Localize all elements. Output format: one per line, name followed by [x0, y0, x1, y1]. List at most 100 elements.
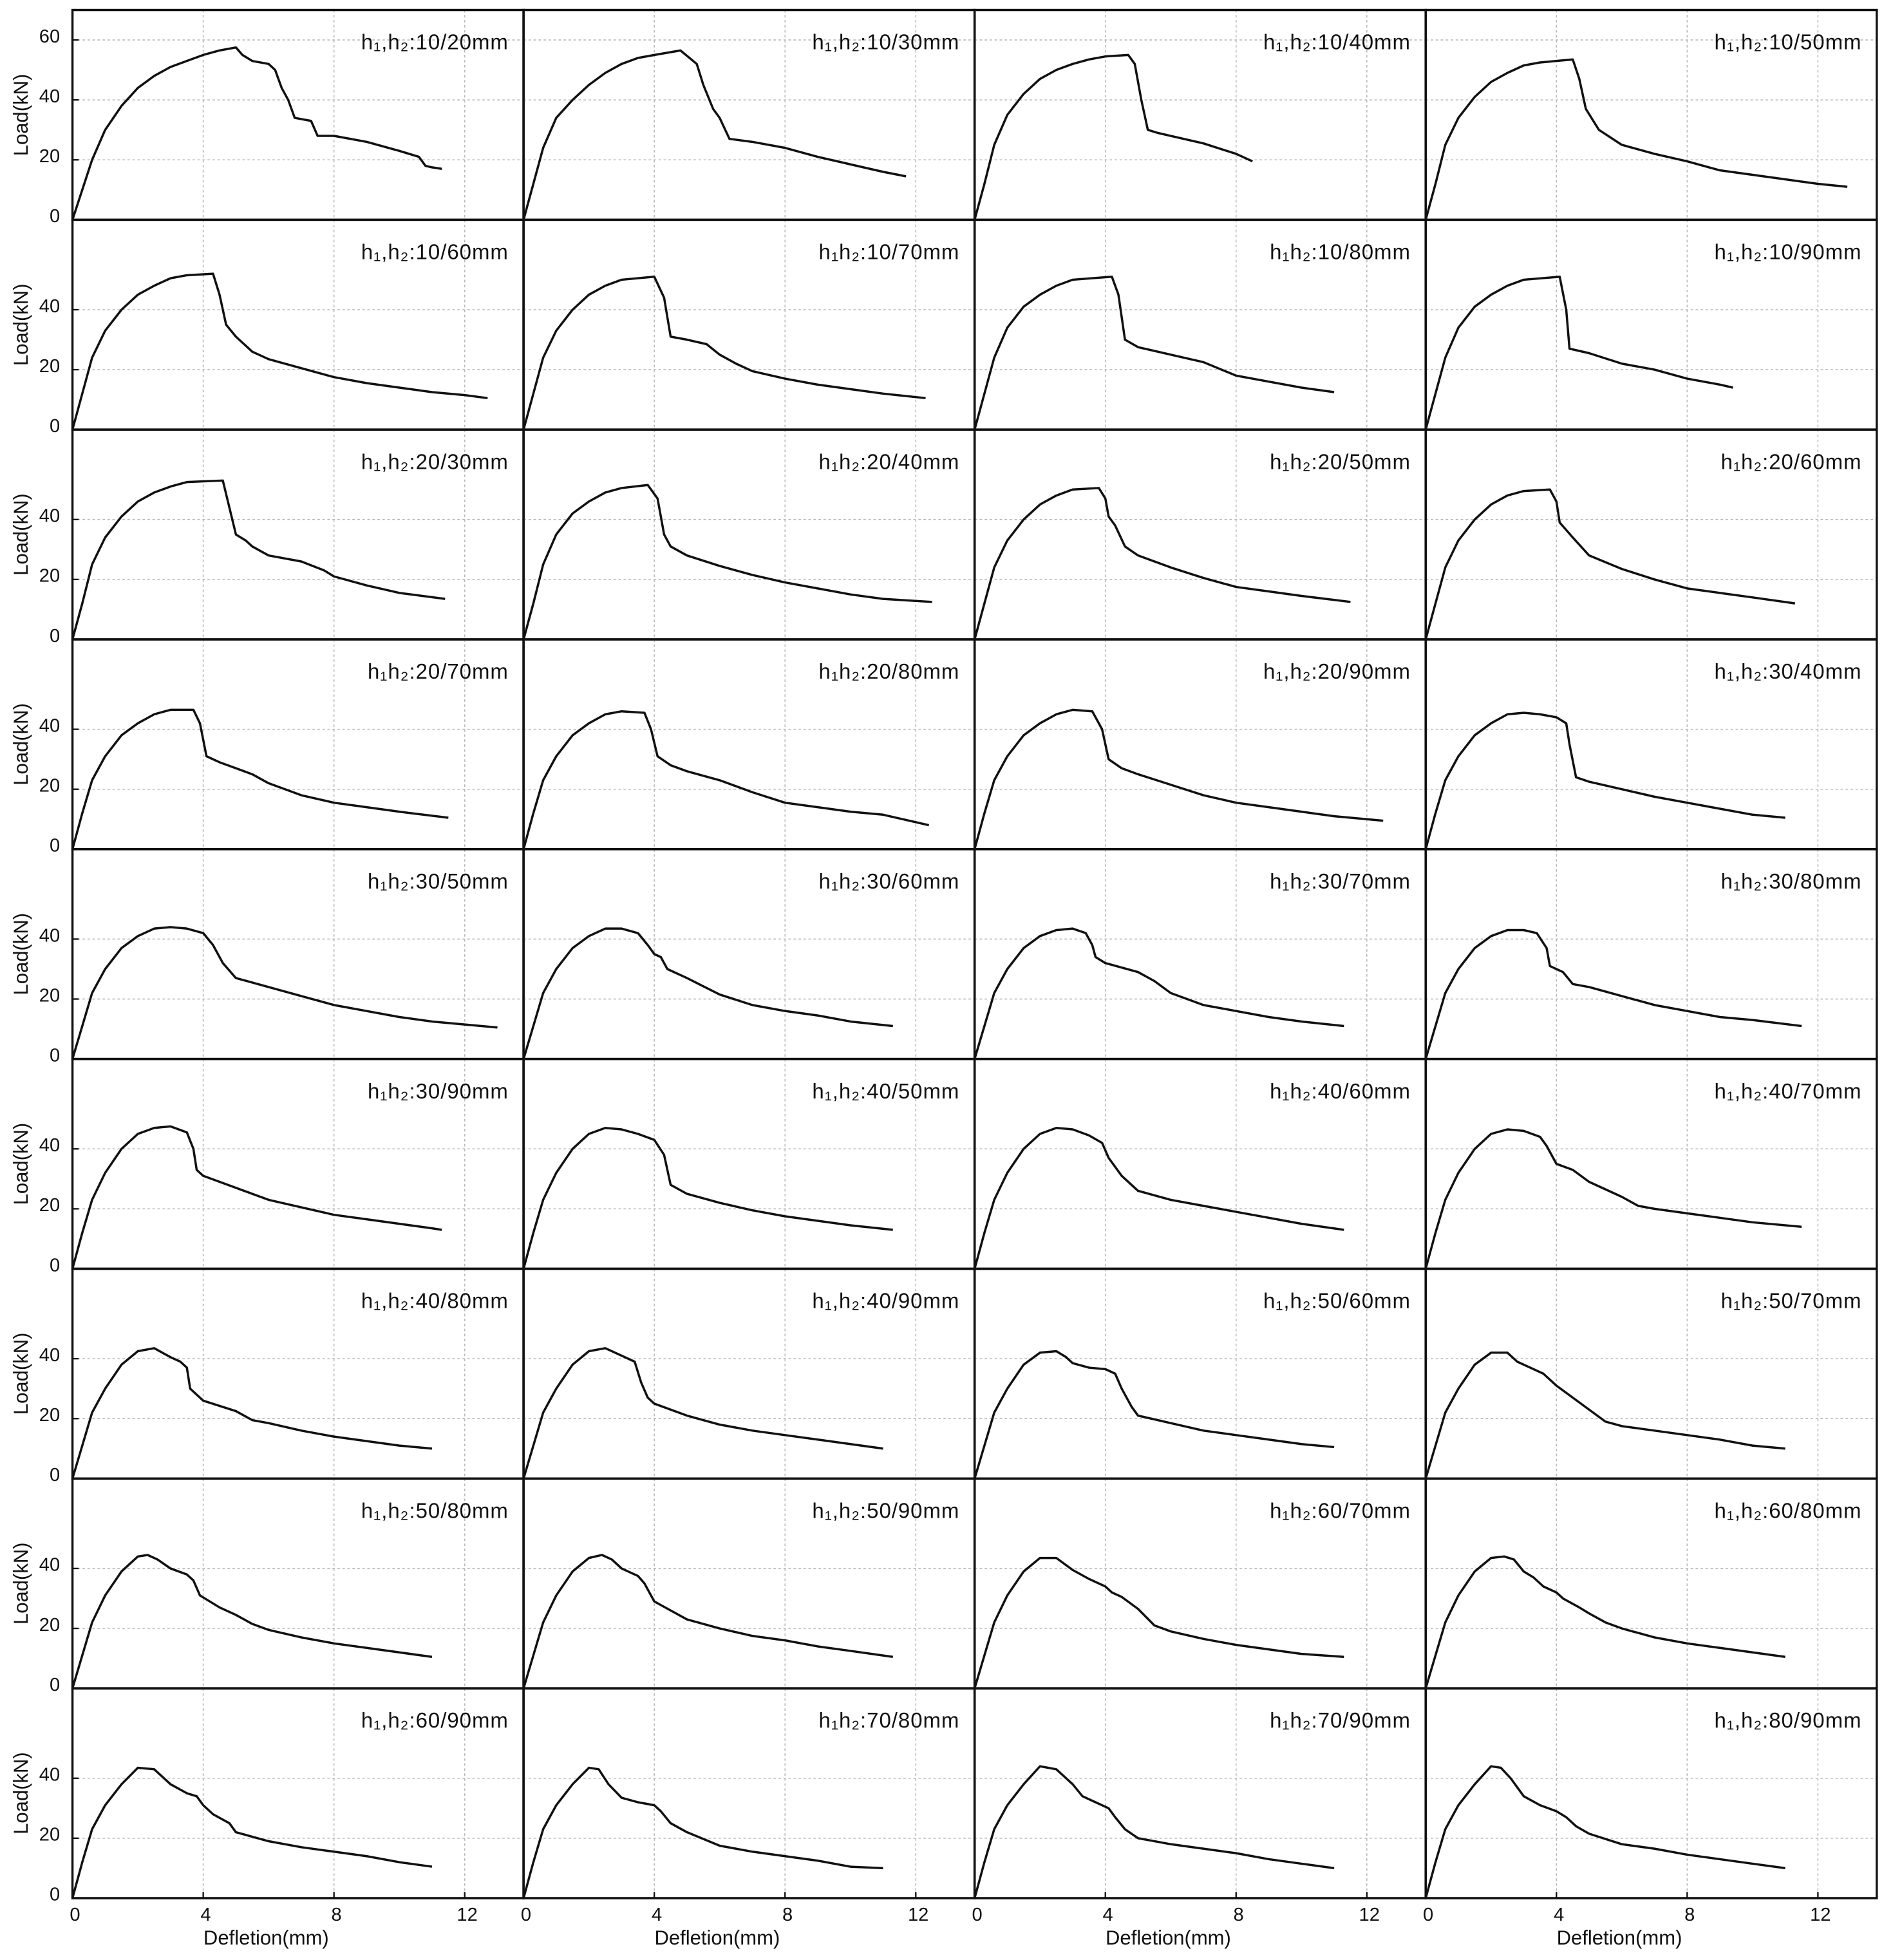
panel-annotation: h₁h₂:20/50mm	[1270, 449, 1411, 473]
panel: h₁h₂:20/60mm	[1424, 428, 1878, 641]
y-tick-label: 40	[39, 1555, 60, 1576]
y-tick-label: 40	[39, 86, 60, 107]
y-tick-label: 20	[39, 985, 60, 1006]
x-tick-label: 0	[521, 1905, 531, 1925]
y-axis-label: Load(kN)	[10, 283, 32, 366]
load-curve	[522, 276, 926, 430]
panel-annotation: h₁h₂:30/60mm	[819, 869, 960, 893]
y-tick-label: 0	[50, 1885, 60, 1905]
load-curve	[71, 272, 488, 430]
panel-annotation: h₁h₂:40/60mm	[1270, 1079, 1411, 1103]
panel: h₁h₂:30/60mm	[522, 848, 976, 1060]
panel-annotation: h₁h₂:20/80mm	[819, 659, 960, 683]
y-tick-label: 20	[39, 1615, 60, 1635]
panel-annotation: h₁h₂:30/50mm	[368, 869, 509, 893]
load-curve	[973, 1556, 1344, 1689]
load-curve	[973, 1126, 1344, 1269]
x-tick-label: 12	[457, 1905, 477, 1925]
x-axis-label: Defletion(mm)	[1557, 1927, 1682, 1949]
panel-annotation: h₁,h₂:60/90mm	[361, 1708, 509, 1732]
panel: h₁h₂:30/70mm	[973, 848, 1427, 1060]
load-curve	[71, 1347, 433, 1479]
panel-annotation: h₁,h₂:20/90mm	[1263, 659, 1411, 683]
panel-annotation: h₁,h₂:50/80mm	[361, 1498, 509, 1522]
x-tick-label: 12	[1359, 1905, 1380, 1925]
panel-annotation: h₁h₂:10/80mm	[1270, 240, 1411, 263]
panel: h₁h₂:20/80mm	[522, 638, 976, 851]
panel: h₁h₂:50/70mm	[1424, 1267, 1878, 1480]
panel: h₁h₂:40/60mm	[973, 1057, 1427, 1270]
load-curve	[1424, 711, 1785, 850]
panel: h₁h₂:20/50mm	[973, 428, 1427, 641]
panel: h₁,h₂:40/90mm	[522, 1267, 976, 1480]
load-curve	[1424, 1352, 1785, 1479]
x-axis-label: Defletion(mm)	[1106, 1927, 1231, 1949]
panel-annotation: h₁,h₂:10/50mm	[1715, 30, 1862, 54]
load-curve	[1424, 488, 1796, 640]
y-tick-label: 0	[50, 206, 60, 227]
load-curve	[71, 926, 498, 1060]
panel: h₁,h₂:10/60mm 0 20 40 Load(kN)	[10, 218, 525, 437]
y-tick-label: 0	[50, 1675, 60, 1695]
load-curve	[71, 1554, 433, 1689]
load-curve	[71, 1766, 433, 1899]
y-tick-label: 20	[39, 566, 60, 587]
panel: h₁,h₂:60/90mm 0 20 40 Load(kN) 0 4 8 12 Defletion…	[10, 1687, 525, 1949]
panel: h₁h₂:70/80mm 0 4 8 12 Defletion(mm)	[521, 1687, 976, 1949]
x-axis-label: Defletion(mm)	[654, 1927, 780, 1949]
panel: h₁,h₂:10/90mm	[1424, 218, 1878, 431]
panel-annotation: h₁,h₂:40/90mm	[812, 1289, 959, 1313]
y-tick-label: 20	[39, 356, 60, 377]
load-curve	[1424, 1555, 1785, 1689]
load-curve	[973, 487, 1351, 640]
load-curve	[973, 53, 1253, 220]
y-tick-label: 40	[39, 1765, 60, 1786]
x-tick-label: 8	[1234, 1905, 1244, 1925]
load-curve	[522, 927, 893, 1060]
load-curve	[973, 927, 1344, 1060]
x-tick-label: 4	[200, 1905, 211, 1925]
y-axis-label: Load(kN)	[10, 1123, 32, 1205]
load-curve	[522, 49, 907, 220]
y-tick-label: 20	[39, 1195, 60, 1216]
panel-annotation: h₁,h₂:10/40mm	[1263, 30, 1411, 54]
panel: h₁h₂:10/70mm	[522, 218, 976, 431]
x-tick-label: 4	[1103, 1905, 1113, 1925]
panel: h₁,h₂:80/90mm 0 4 8 12 Defletion(mm)	[1423, 1687, 1878, 1949]
panel-annotation: h₁,h₂:80/90mm	[1715, 1708, 1862, 1732]
panel-annotation: h₁,h₂:10/90mm	[1715, 240, 1862, 263]
y-tick-label: 0	[50, 416, 60, 437]
panel: h₁,h₂:10/30mm	[522, 8, 976, 221]
panel: h₁,h₂:20/90mm	[973, 638, 1427, 851]
panel: h₁h₂:20/70mm 0 20 40 Load(kN)	[10, 638, 525, 856]
y-tick-label: 40	[39, 506, 60, 527]
panel: h₁,h₂:20/30mm 0 20 40 Load(kN)	[10, 428, 525, 646]
load-curve	[522, 1554, 893, 1689]
panel: h₁,h₂:50/90mm	[522, 1477, 976, 1690]
y-tick-label: 0	[50, 1465, 60, 1485]
panel-annotation: h₁h₂:50/70mm	[1721, 1289, 1862, 1313]
y-axis-label: Load(kN)	[10, 1333, 32, 1415]
panel-annotation: h₁h₂:20/60mm	[1721, 449, 1862, 473]
panel-annotation: h₁,h₂:30/40mm	[1715, 659, 1862, 683]
panel-annotation: h₁h₂:30/80mm	[1721, 869, 1862, 893]
panel-annotation: h₁h₂:70/90mm	[1270, 1708, 1411, 1732]
load-curve	[522, 1766, 883, 1899]
panel-annotation: h₁h₂:20/70mm	[368, 659, 509, 683]
y-axis-label: Load(kN)	[10, 1542, 32, 1625]
panel-annotation: h₁,h₂:10/30mm	[812, 30, 959, 54]
y-tick-label: 0	[50, 836, 60, 856]
panel: h₁,h₂:10/20mm 0 20 40 60 Load(kN)	[10, 8, 525, 227]
load-curve	[1424, 928, 1802, 1060]
panel-annotation: h₁,h₂:50/90mm	[812, 1498, 959, 1522]
y-axis-label: Load(kN)	[10, 1752, 32, 1834]
x-tick-label: 0	[972, 1905, 982, 1925]
x-tick-label: 4	[1554, 1905, 1564, 1925]
y-tick-label: 0	[50, 626, 60, 646]
load-curve	[973, 1765, 1335, 1899]
panel-annotation: h₁,h₂:50/60mm	[1263, 1289, 1411, 1313]
panel-annotation: h₁h₂:30/70mm	[1270, 869, 1411, 893]
panel-annotation: h₁,h₂:10/20mm	[361, 30, 509, 54]
load-curve	[522, 710, 929, 850]
